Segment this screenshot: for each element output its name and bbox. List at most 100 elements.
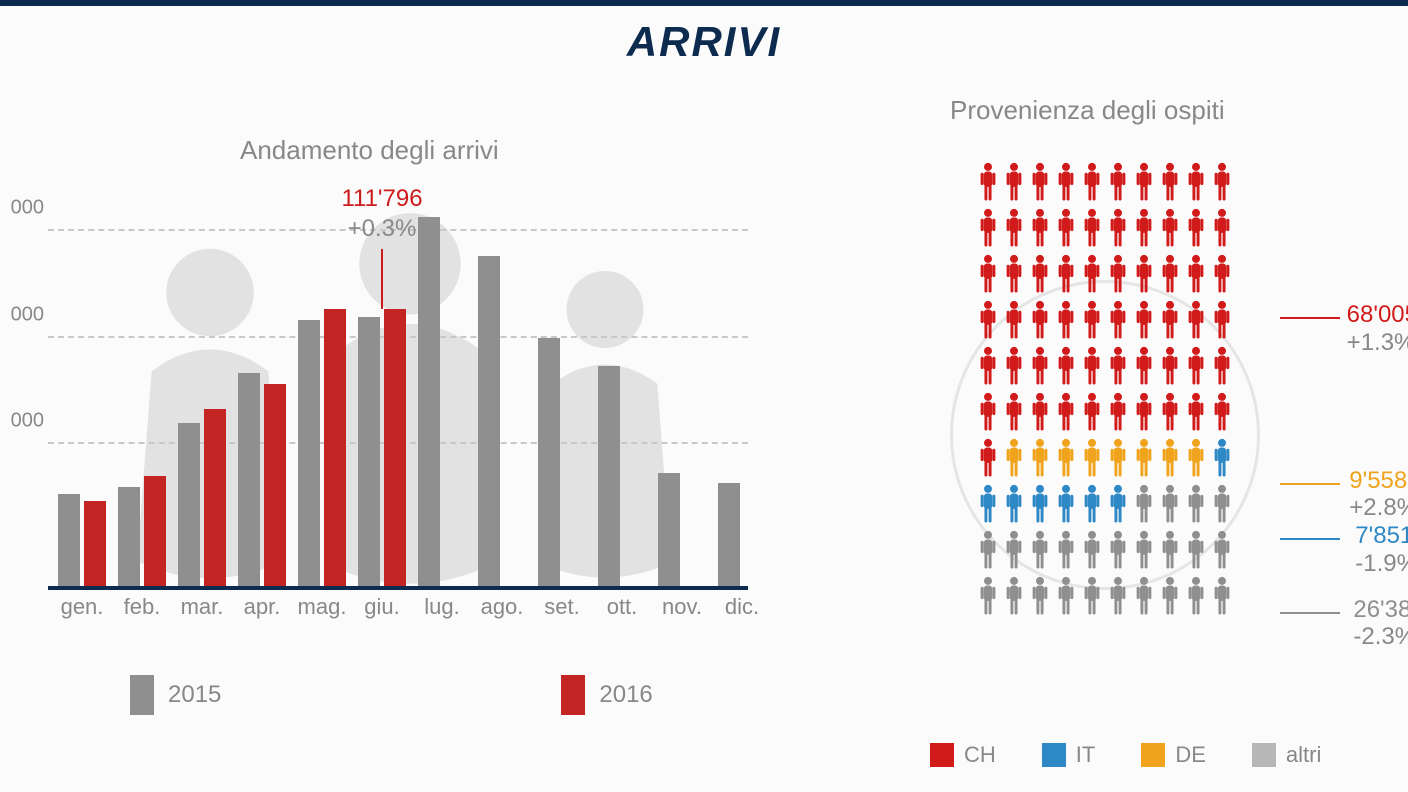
person-icon: [1214, 162, 1230, 202]
bar-2016: [144, 476, 166, 586]
bar-2015: [178, 423, 200, 586]
person-icon: [1032, 392, 1048, 432]
origin-legend-item: CH: [930, 742, 996, 768]
person-icon: [1110, 392, 1126, 432]
x-axis-label: feb.: [124, 594, 161, 620]
x-axis-label: ott.: [607, 594, 638, 620]
person-icon: [1136, 530, 1152, 570]
person-icon: [1084, 162, 1100, 202]
person-icon: [1188, 576, 1204, 616]
arrivals-bar-chart: 000000000gen.feb.mar.apr.mag.giu.lug.ago…: [0, 200, 760, 620]
person-icon: [1032, 576, 1048, 616]
person-icon: [1032, 162, 1048, 202]
person-icon: [1084, 622, 1100, 662]
person-icon: [1058, 576, 1074, 616]
legend-label: IT: [1076, 742, 1096, 768]
y-axis-tick: 000: [0, 197, 44, 220]
person-icon: [1188, 530, 1204, 570]
person-icon: [1162, 254, 1178, 294]
person-icon: [1162, 622, 1178, 662]
person-icon: [980, 346, 996, 386]
person-icon: [1058, 254, 1074, 294]
legend-swatch: [1042, 743, 1066, 767]
person-icon: [1188, 208, 1204, 248]
pictogram-row: [980, 254, 1230, 294]
origin-legend: CHITDEaltri: [930, 742, 1321, 768]
person-icon: [980, 576, 996, 616]
person-icon: [1162, 208, 1178, 248]
pictogram-row: [980, 346, 1230, 386]
x-axis-label: dic.: [725, 594, 759, 620]
stat-block: 7'851-1.9%: [1355, 522, 1408, 577]
person-icon: [980, 392, 996, 432]
pictogram-row: [980, 438, 1230, 478]
x-axis-label: set.: [544, 594, 579, 620]
legend-swatch: [1141, 743, 1165, 767]
pictogram-row: [980, 300, 1230, 340]
legend-item-2015: 2015: [130, 675, 221, 715]
bar-2015: [298, 320, 320, 586]
person-icon: [1214, 484, 1230, 524]
person-icon: [1136, 254, 1152, 294]
person-icon: [1214, 622, 1230, 662]
person-icon: [1214, 208, 1230, 248]
legend-label: CH: [964, 742, 996, 768]
person-icon: [980, 254, 996, 294]
bar-2016: [324, 309, 346, 586]
person-icon: [980, 162, 996, 202]
person-icon: [1188, 392, 1204, 432]
bar-2015: [658, 473, 680, 586]
person-icon: [1110, 208, 1126, 248]
bar-chart-legend: 2015 2016: [130, 675, 653, 715]
person-icon: [1110, 484, 1126, 524]
person-icon: [1110, 438, 1126, 478]
header-bar: [0, 0, 1408, 6]
callout-value: 111'796: [341, 185, 422, 213]
person-icon: [1162, 438, 1178, 478]
person-icon: [1136, 576, 1152, 616]
person-icon: [980, 208, 996, 248]
stat-connector: [1280, 483, 1340, 485]
person-icon: [980, 622, 996, 662]
person-icon: [1006, 622, 1022, 662]
right-picto-title: Provenienza degli ospiti: [950, 95, 1225, 126]
person-icon: [1032, 346, 1048, 386]
x-axis-label: gen.: [61, 594, 104, 620]
person-icon: [1214, 300, 1230, 340]
person-icon: [1136, 438, 1152, 478]
person-icon: [1136, 346, 1152, 386]
person-icon: [1110, 254, 1126, 294]
person-icon: [1006, 530, 1022, 570]
stat-connector: [1280, 538, 1340, 540]
person-icon: [1032, 254, 1048, 294]
person-icon: [1058, 392, 1074, 432]
person-icon: [1214, 438, 1230, 478]
stat-value: 9'558: [1349, 467, 1408, 495]
person-icon: [1136, 392, 1152, 432]
person-icon: [1006, 346, 1022, 386]
x-axis-label: mar.: [181, 594, 224, 620]
legend-swatch: [930, 743, 954, 767]
bar-2015: [238, 373, 260, 586]
person-icon: [1006, 576, 1022, 616]
person-icon: [1162, 346, 1178, 386]
pictogram-row: [980, 530, 1230, 570]
bar-2015: [718, 483, 740, 586]
person-icon: [1084, 576, 1100, 616]
stat-block: 9'558+2.8%: [1349, 467, 1408, 522]
legend-swatch: [1252, 743, 1276, 767]
person-icon: [1006, 254, 1022, 294]
person-icon: [1084, 300, 1100, 340]
person-icon: [1188, 300, 1204, 340]
x-axis-label: apr.: [244, 594, 281, 620]
x-axis-label: nov.: [662, 594, 702, 620]
person-icon: [1188, 162, 1204, 202]
bar-plot-area: 000000000gen.feb.mar.apr.mag.giu.lug.ago…: [48, 200, 748, 590]
bar-2015: [418, 217, 440, 586]
person-icon: [980, 484, 996, 524]
person-icon: [1006, 208, 1022, 248]
person-icon: [1032, 530, 1048, 570]
person-icon: [1188, 346, 1204, 386]
stat-pct: +2.8%: [1349, 494, 1408, 522]
person-icon: [1110, 346, 1126, 386]
